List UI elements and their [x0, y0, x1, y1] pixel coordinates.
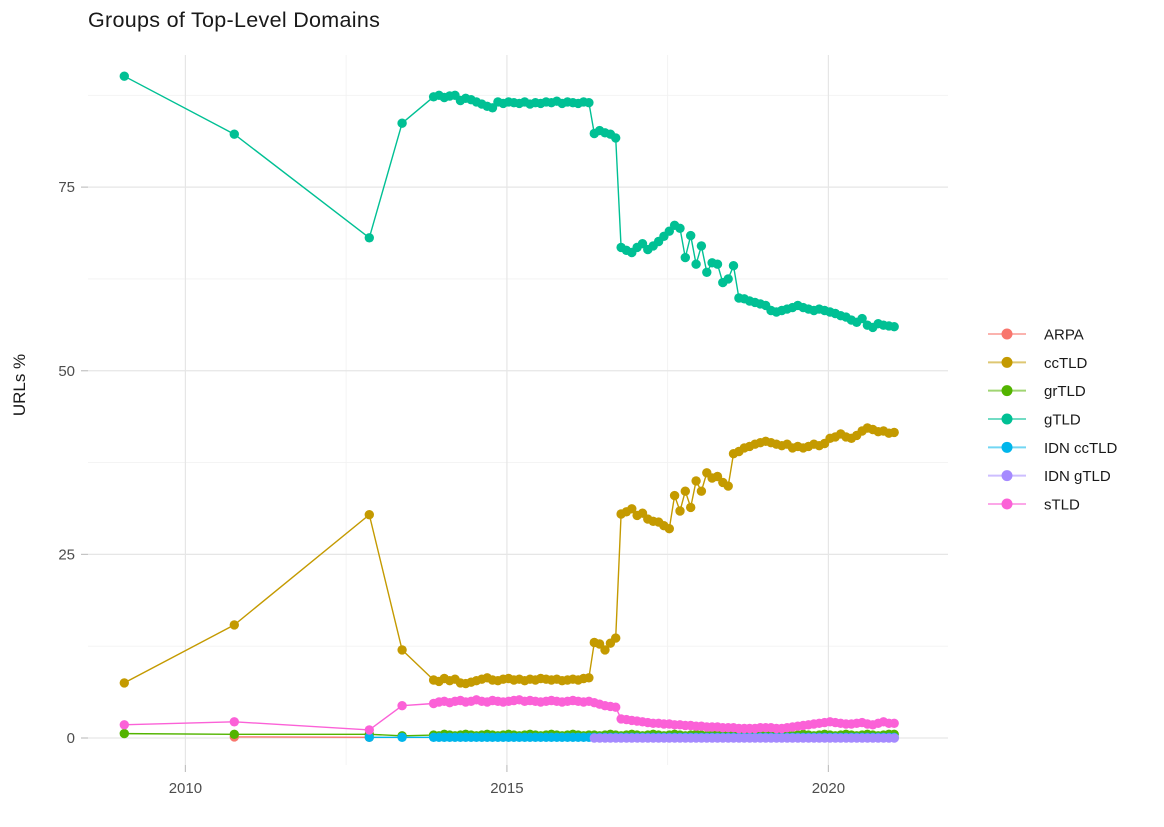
data-point-gtld — [723, 274, 733, 284]
data-point-cctld — [119, 678, 129, 688]
data-point-gtld — [584, 98, 594, 108]
legend-item: sTLD — [988, 496, 1080, 513]
data-point-cctld — [627, 504, 637, 514]
legend-label: ARPA — [1044, 327, 1084, 344]
data-point-stld — [611, 702, 621, 712]
legend-label: IDN gTLD — [1044, 468, 1111, 485]
data-point-cctld — [686, 502, 696, 513]
legend-label: ccTLD — [1044, 355, 1088, 372]
data-point-gtld — [397, 118, 407, 128]
y-tick-label: 75 — [58, 179, 75, 196]
data-point-cctld — [723, 481, 733, 491]
legend-key-dot-icon — [1001, 470, 1013, 482]
data-point-cctld — [611, 633, 621, 643]
data-point-gtld — [119, 71, 129, 81]
legend: ARPA ccTLD grTLD gTLD IDN ccTLD IDN gTLD sTLD — [988, 327, 1118, 513]
legend-key-dot-icon — [1001, 441, 1013, 453]
data-point-gtld — [702, 267, 712, 277]
data-point-gtld — [691, 259, 701, 269]
legend-item: ARPA — [988, 327, 1084, 344]
legend-label: IDN ccTLD — [1044, 440, 1118, 457]
data-point-stld — [889, 718, 899, 728]
legend-item: gTLD — [988, 411, 1081, 428]
data-point-gtld — [686, 230, 696, 241]
data-point-gtld — [712, 259, 723, 269]
y-axis-title: URLs % — [10, 354, 29, 416]
data-point-gtld — [728, 261, 739, 271]
data-point-stld — [229, 717, 239, 727]
data-point-gtld — [364, 233, 374, 243]
data-point-cctld — [584, 673, 594, 683]
data-point-grtld — [229, 729, 239, 739]
y-tick-label: 0 — [67, 730, 75, 747]
grid-layer — [88, 55, 948, 765]
legend-item: IDN gTLD — [988, 468, 1111, 485]
data-point-cctld — [889, 427, 899, 438]
x-tick-label: 2010 — [169, 780, 202, 797]
x-tick-label: 2015 — [490, 780, 523, 797]
data-point-cctld — [669, 490, 680, 501]
data-point-idn-cctld — [364, 732, 374, 742]
legend-label: sTLD — [1044, 496, 1080, 513]
data-point-gtld — [680, 252, 690, 263]
series-layer — [119, 71, 899, 743]
data-point-gtld — [675, 223, 685, 233]
data-point-cctld — [680, 486, 690, 496]
data-point-cctld — [364, 510, 374, 520]
legend-item: ccTLD — [988, 355, 1088, 372]
legend-key-dot-icon — [1001, 498, 1013, 510]
data-point-cctld — [600, 645, 610, 655]
y-tick-label: 50 — [58, 363, 75, 380]
data-point-grtld — [119, 728, 129, 739]
series-line-cctld — [123, 427, 895, 685]
data-point-cctld — [696, 486, 707, 496]
data-point-cctld — [397, 645, 407, 655]
data-point-cctld — [229, 620, 239, 630]
data-point-gtld — [889, 322, 899, 332]
x-tick-label: 2020 — [812, 780, 845, 797]
legend-key-dot-icon — [1001, 356, 1013, 368]
axis-layer: 2010 2015 2020 0 25 50 75 — [58, 179, 845, 797]
legend-key-dot-icon — [1001, 385, 1013, 397]
data-point-gtld — [229, 129, 239, 139]
series-line-gtld — [123, 75, 895, 329]
legend-label: grTLD — [1044, 383, 1086, 400]
legend-item: grTLD — [988, 383, 1086, 400]
data-point-cctld — [675, 506, 685, 516]
data-point-cctld — [664, 524, 674, 534]
data-point-gtld — [857, 313, 867, 324]
legend-item: IDN ccTLD — [988, 440, 1118, 457]
legend-key-dot-icon — [1001, 413, 1013, 425]
legend-key-dot-icon — [1001, 328, 1013, 340]
data-point-stld — [119, 720, 129, 730]
data-point-gtld — [696, 241, 707, 251]
chart-title: Groups of Top-Level Domains — [88, 8, 380, 32]
data-point-cctld — [691, 476, 701, 486]
y-tick-label: 25 — [58, 546, 75, 563]
data-point-stld — [364, 725, 374, 735]
data-point-idn-gtld — [889, 733, 899, 743]
data-point-idn-cctld — [397, 732, 407, 742]
data-point-stld — [397, 701, 407, 711]
data-point-gtld — [611, 133, 621, 143]
legend-label: gTLD — [1044, 411, 1081, 428]
